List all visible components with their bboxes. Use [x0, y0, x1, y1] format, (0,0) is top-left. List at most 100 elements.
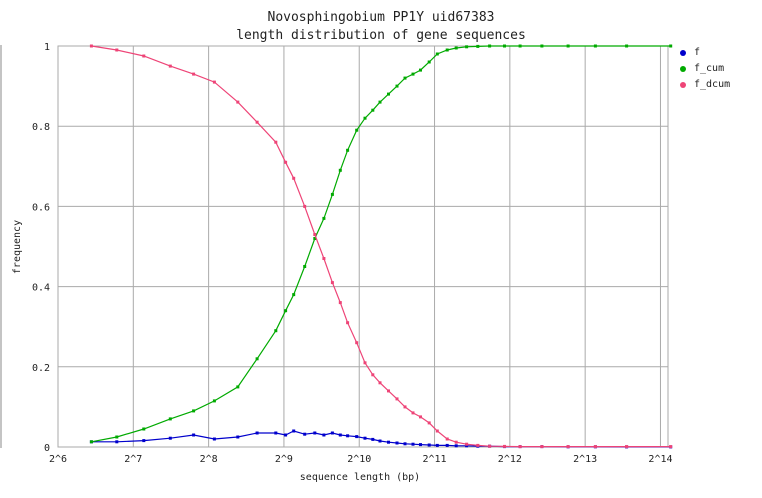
- x-tick-label: 2^10: [347, 454, 371, 465]
- data-point-f-dcum: [566, 445, 570, 449]
- series-line-f-cum: [91, 45, 671, 443]
- x-tick-label: 2^12: [498, 454, 522, 465]
- data-point-f-cum: [330, 192, 334, 196]
- legend-label: f_dcum: [694, 79, 731, 90]
- y-axis-label: frequency: [12, 220, 23, 274]
- data-point-f-cum: [371, 108, 375, 112]
- data-point-f-cum: [395, 84, 399, 88]
- chart-subtitle: length distribution of gene sequences: [236, 28, 526, 43]
- data-point-f-cum: [445, 48, 449, 52]
- data-point-f-dcum: [488, 444, 492, 448]
- data-point-f: [313, 431, 317, 435]
- x-axis-label: sequence length (bp): [300, 472, 420, 483]
- data-point-f-dcum: [427, 421, 431, 425]
- data-point-f-dcum: [669, 445, 673, 449]
- data-point-f: [303, 432, 307, 436]
- data-point-f-dcum: [503, 444, 506, 448]
- data-point-f-cum: [540, 44, 544, 48]
- data-point-f: [338, 433, 342, 437]
- data-point-f-dcum: [371, 373, 375, 377]
- data-point-f-dcum: [403, 405, 407, 409]
- data-point-f: [395, 441, 399, 445]
- data-point-f-dcum: [378, 381, 382, 385]
- data-point-f-cum: [303, 265, 307, 268]
- y-tick-label: 0: [44, 443, 50, 454]
- data-point-f-cum: [274, 329, 278, 333]
- data-point-f: [236, 435, 240, 439]
- data-point-f: [212, 437, 216, 441]
- data-point-f-dcum: [445, 437, 449, 441]
- data-point-f: [371, 437, 375, 441]
- data-point-f: [192, 433, 196, 437]
- data-point-f: [445, 443, 449, 447]
- data-point-f-cum: [115, 435, 119, 439]
- data-point-f-cum: [142, 427, 146, 431]
- data-point-f-cum: [476, 44, 480, 48]
- data-point-f-dcum: [625, 445, 629, 449]
- data-point-f-cum: [593, 44, 597, 48]
- data-point-f-dcum: [313, 233, 317, 236]
- data-point-f-dcum: [454, 440, 458, 444]
- data-point-f: [355, 435, 359, 439]
- data-point-f-dcum: [411, 411, 415, 415]
- data-point-f-cum: [503, 44, 506, 48]
- data-point-f: [284, 433, 288, 437]
- y-tick-label: 0.6: [32, 202, 50, 213]
- y-tick-label: 0.8: [32, 122, 50, 133]
- data-point-f: [168, 436, 172, 440]
- data-point-f-dcum: [274, 140, 278, 144]
- data-point-f-cum: [419, 68, 422, 72]
- data-point-f-dcum: [284, 160, 288, 164]
- data-point-f-dcum: [540, 445, 544, 449]
- legend-marker: [680, 66, 686, 72]
- series-line-f: [91, 430, 671, 448]
- y-tick-label: 0.4: [32, 283, 50, 294]
- data-point-f-dcum: [330, 281, 334, 285]
- legend-label: f: [694, 47, 701, 58]
- axes: 2^6 2^7 2^8 2^9 2^10 2^11 2^12 2^13 2^14 0 0.2 0.4 0…: [32, 42, 673, 465]
- data-point-f: [330, 431, 334, 435]
- data-point-f-cum: [518, 44, 522, 48]
- data-point-f-dcum: [292, 176, 296, 180]
- x-tick-label: 2^7: [124, 454, 142, 465]
- data-point-f: [427, 443, 431, 447]
- data-point-f-dcum: [89, 44, 93, 48]
- data-point-f: [322, 433, 326, 437]
- data-point-f-dcum: [338, 301, 342, 305]
- chart-title: Novosphingobium PP1Y uid67383: [267, 10, 495, 25]
- data-point-f: [465, 444, 469, 448]
- series-line-f-dcum: [91, 45, 671, 448]
- data-point-f-cum: [454, 46, 458, 50]
- data-point-f-cum: [346, 148, 350, 152]
- data-point-f-cum: [89, 440, 93, 444]
- data-point-f-cum: [284, 309, 288, 313]
- data-point-f-cum: [355, 128, 359, 132]
- data-point-f-dcum: [322, 257, 326, 260]
- x-tick-label: 2^11: [422, 454, 446, 465]
- data-point-f-cum: [292, 293, 296, 297]
- data-point-f-cum: [625, 44, 629, 48]
- data-point-f-cum: [168, 417, 172, 421]
- data-point-f: [454, 444, 458, 448]
- data-point-f-dcum: [355, 341, 359, 345]
- data-point-f-cum: [488, 44, 492, 48]
- data-point-f-cum: [192, 409, 196, 413]
- data-point-f: [411, 442, 415, 446]
- plot-frame: [57, 45, 669, 448]
- data-point-f-dcum: [419, 415, 422, 419]
- data-point-f-cum: [313, 237, 317, 240]
- grid-lines: [57, 45, 669, 448]
- data-point-f: [115, 440, 119, 444]
- data-point-f-cum: [387, 92, 390, 96]
- data-point-f-dcum: [192, 72, 196, 76]
- x-tick-label: 2^13: [573, 454, 597, 465]
- data-point-f: [363, 436, 367, 440]
- data-point-f-cum: [435, 52, 439, 56]
- data-point-f-dcum: [255, 120, 259, 124]
- x-tick-label: 2^9: [275, 454, 293, 465]
- x-tick-label: 2^6: [49, 454, 67, 465]
- data-point-f-dcum: [435, 429, 439, 433]
- data-point-f-dcum: [115, 48, 119, 52]
- data-point-f-dcum: [476, 443, 480, 447]
- data-point-f-cum: [363, 116, 367, 120]
